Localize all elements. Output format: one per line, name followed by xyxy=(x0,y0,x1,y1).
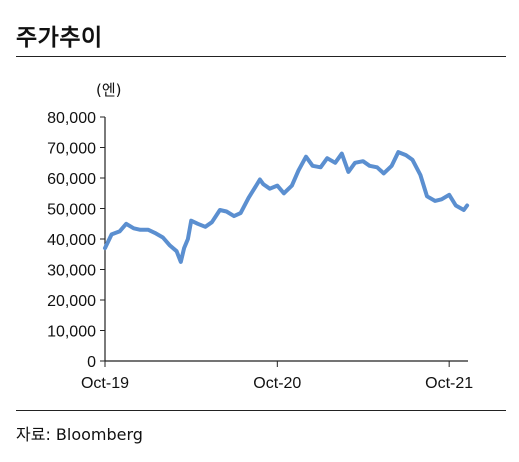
data-point xyxy=(418,173,422,177)
price-series-line xyxy=(103,150,470,264)
data-point xyxy=(224,209,229,214)
y-tick-label: 40,000 xyxy=(47,232,96,249)
x-tick-label: Oct-19 xyxy=(81,375,129,392)
data-point xyxy=(390,164,394,168)
data-point xyxy=(247,196,251,200)
data-point xyxy=(410,158,414,162)
data-point xyxy=(110,232,114,236)
data-point xyxy=(239,211,243,215)
data-point xyxy=(186,237,190,241)
data-point xyxy=(218,208,222,212)
y-tick-label: 50,000 xyxy=(47,202,96,219)
data-point xyxy=(210,220,214,224)
data-point xyxy=(396,150,400,154)
data-point xyxy=(311,164,315,168)
data-point xyxy=(167,243,172,247)
data-point xyxy=(368,164,372,168)
data-point xyxy=(440,197,444,201)
footer-divider xyxy=(16,410,506,411)
y-tick-label: 80,000 xyxy=(47,110,96,127)
data-point xyxy=(175,249,179,253)
data-point xyxy=(275,184,279,188)
data-point xyxy=(296,168,301,172)
data-point xyxy=(161,235,165,240)
data-point xyxy=(203,225,207,229)
y-axis-unit-label: (엔) xyxy=(96,81,122,99)
data-point xyxy=(253,185,257,189)
data-point xyxy=(189,219,193,223)
y-tick-label: 60,000 xyxy=(47,171,96,188)
data-point xyxy=(353,161,357,165)
y-tick-label: 20,000 xyxy=(47,293,96,310)
data-point xyxy=(179,260,183,264)
data-point xyxy=(346,170,350,174)
data-point xyxy=(146,228,150,232)
data-point xyxy=(153,231,157,235)
y-tick-label: 30,000 xyxy=(47,263,96,280)
data-point xyxy=(462,208,466,212)
data-point xyxy=(304,155,308,159)
data-point xyxy=(118,229,122,233)
y-tick-label: 70,000 xyxy=(47,141,96,158)
data-point xyxy=(196,222,200,226)
data-point xyxy=(340,152,344,156)
data-point xyxy=(290,184,294,188)
y-tick-label: 10,000 xyxy=(47,324,96,341)
data-point xyxy=(124,222,128,226)
data-point xyxy=(433,199,437,203)
title-divider xyxy=(16,56,506,57)
stock-price-chart: (엔) 0 10,000 20,000 30,000 40,000 50,000 60,00… xyxy=(47,81,473,392)
x-tick-label: Oct-20 xyxy=(253,375,301,392)
data-point xyxy=(103,246,107,250)
data-point xyxy=(258,177,262,182)
data-point xyxy=(333,161,337,165)
data-point xyxy=(375,165,379,169)
data-point xyxy=(325,156,329,160)
data-point xyxy=(268,187,272,191)
x-tick-label: Oct-21 xyxy=(425,375,473,392)
data-point xyxy=(454,203,458,208)
data-point xyxy=(132,226,136,230)
data-point xyxy=(382,171,386,175)
data-point xyxy=(319,165,323,169)
source-note: 자료: Bloomberg xyxy=(16,425,143,444)
page-title: 주가추이 xyxy=(16,25,103,51)
data-point xyxy=(404,153,408,157)
y-tick-label: 0 xyxy=(87,354,96,371)
data-point xyxy=(182,246,186,250)
data-point xyxy=(282,191,286,195)
data-point xyxy=(447,193,451,197)
data-point xyxy=(138,228,142,232)
data-point xyxy=(232,214,236,218)
data-point xyxy=(465,203,469,208)
data-point xyxy=(361,159,365,163)
data-point xyxy=(261,182,265,186)
data-point xyxy=(425,194,429,198)
